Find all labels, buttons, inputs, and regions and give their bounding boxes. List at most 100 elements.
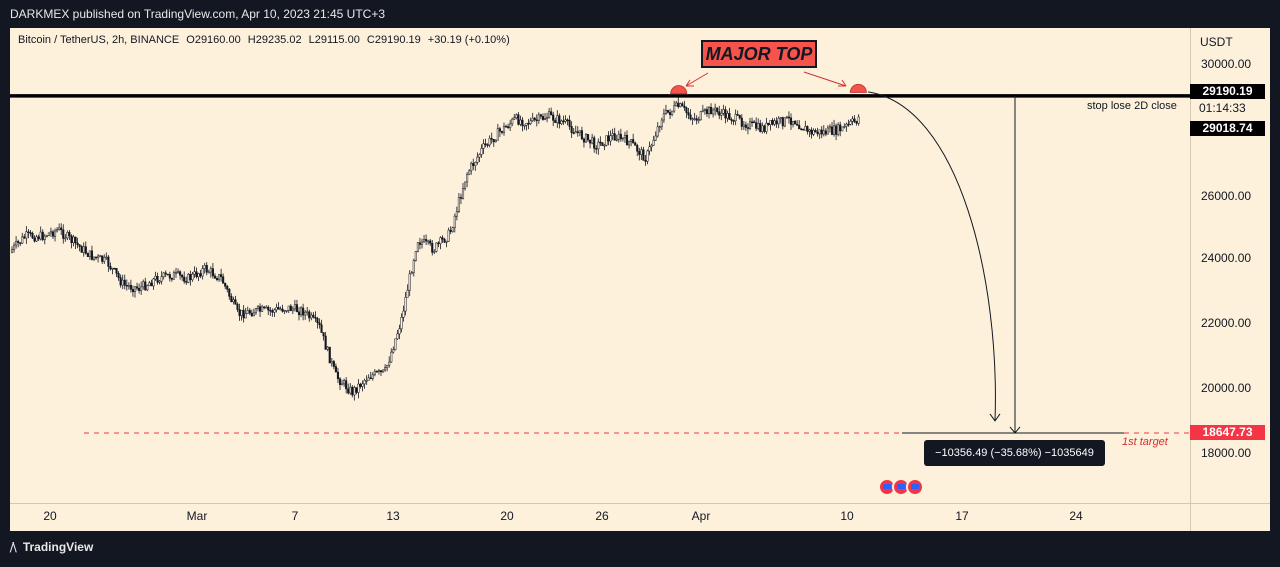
stop-loss-label[interactable]: stop lose 2D close bbox=[1087, 100, 1177, 112]
measure-readout[interactable]: −10356.49 (−35.68%) −1035649 bbox=[924, 440, 1105, 466]
candle-body bbox=[170, 277, 173, 280]
candle-body bbox=[484, 143, 487, 145]
candle-body bbox=[578, 130, 581, 134]
candle-body bbox=[103, 256, 106, 262]
candle-body bbox=[582, 138, 586, 143]
candle-body bbox=[56, 229, 59, 232]
x-tick-label: 7 bbox=[291, 509, 299, 523]
candle-body bbox=[10, 249, 14, 253]
ohlc-open: O29160.00 bbox=[186, 34, 241, 46]
candle-body bbox=[84, 246, 87, 254]
candle-body bbox=[744, 124, 747, 128]
candle-body bbox=[17, 241, 20, 243]
candle-body bbox=[193, 271, 196, 275]
candle-body bbox=[384, 367, 387, 371]
candle-body bbox=[789, 117, 793, 125]
candle-body bbox=[107, 256, 110, 267]
candle-body bbox=[373, 370, 376, 376]
candle-body bbox=[543, 118, 547, 120]
candle-body bbox=[529, 120, 532, 124]
candle-body bbox=[574, 131, 577, 134]
candle-body bbox=[259, 306, 262, 312]
y-tick-label: 26000.00 bbox=[1201, 189, 1252, 203]
candle-body bbox=[531, 117, 534, 122]
major-top-pointer-left bbox=[685, 72, 709, 87]
candle-body bbox=[230, 296, 233, 302]
candle-body bbox=[798, 124, 801, 130]
candle-body bbox=[58, 227, 61, 230]
candle-body bbox=[677, 102, 680, 108]
candle-body bbox=[671, 110, 674, 115]
candle-body bbox=[308, 311, 311, 319]
candle-body bbox=[195, 271, 198, 278]
symbol-legend[interactable]: Bitcoin / TetherUS, 2h, BINANCE O29160.0… bbox=[18, 34, 514, 46]
candle-body bbox=[619, 133, 622, 140]
x-tick-label: Mar bbox=[186, 509, 208, 523]
candle-body bbox=[505, 125, 508, 128]
candle-body bbox=[812, 130, 815, 135]
candle-body bbox=[748, 121, 752, 129]
major-top-label[interactable]: MAJOR TOP bbox=[701, 40, 817, 68]
candle-body bbox=[742, 124, 745, 127]
candle-body bbox=[857, 116, 860, 124]
candle-body bbox=[632, 139, 635, 144]
candle-body bbox=[656, 126, 659, 137]
candle-body bbox=[287, 305, 290, 311]
candle-body bbox=[289, 305, 292, 312]
footer-brand[interactable]: ⧸⧹ TradingView bbox=[10, 540, 93, 555]
candle-body bbox=[837, 124, 840, 135]
candle-body bbox=[273, 309, 276, 313]
ohlc-low: L29115.00 bbox=[308, 34, 360, 46]
ohlc-close: C29190.19 bbox=[366, 34, 421, 46]
candle-body bbox=[525, 122, 528, 126]
candle-body bbox=[62, 229, 65, 239]
candle-body bbox=[810, 129, 813, 135]
candle-body bbox=[396, 333, 399, 340]
publish-info: DARKMEX published on TradingView.com, Ap… bbox=[10, 7, 385, 21]
candle-body bbox=[291, 308, 294, 312]
candle-body bbox=[78, 244, 81, 247]
candle-body bbox=[15, 241, 18, 246]
candle-body bbox=[697, 119, 700, 121]
candle-body bbox=[189, 274, 192, 281]
candle-body bbox=[552, 114, 555, 121]
candle-body bbox=[420, 241, 424, 245]
candle-body bbox=[92, 256, 96, 260]
candle-body bbox=[736, 114, 739, 116]
candle-body bbox=[482, 143, 485, 149]
candle-body bbox=[615, 139, 618, 141]
candle-body bbox=[142, 281, 145, 288]
candle-body bbox=[244, 313, 247, 319]
candle-body bbox=[539, 114, 542, 117]
candle-body bbox=[390, 351, 393, 363]
candle-body bbox=[398, 328, 401, 335]
candle-body bbox=[129, 284, 132, 290]
candle-body bbox=[49, 231, 53, 234]
candle-body bbox=[431, 243, 434, 253]
candle-body bbox=[371, 374, 374, 379]
candle-body bbox=[654, 135, 657, 141]
candle-body bbox=[388, 361, 391, 366]
candle-body bbox=[138, 287, 141, 291]
candle-body bbox=[492, 139, 495, 143]
candle-body bbox=[404, 297, 407, 312]
level-price-tag: 29018.74 bbox=[1190, 121, 1265, 136]
candle-body bbox=[755, 122, 758, 129]
candle-body bbox=[502, 125, 506, 133]
candle-body bbox=[498, 128, 501, 132]
candle-body bbox=[445, 240, 448, 243]
candle-body bbox=[185, 281, 188, 283]
first-target-label[interactable]: 1st target bbox=[1122, 436, 1168, 448]
x-tick-label: 20 bbox=[43, 509, 57, 523]
candle-body bbox=[226, 286, 229, 290]
y-tick-label: 22000.00 bbox=[1201, 316, 1252, 330]
candle-body bbox=[605, 135, 608, 146]
candle-body bbox=[414, 251, 417, 261]
candle-body bbox=[767, 122, 770, 125]
candle-body bbox=[168, 274, 171, 279]
candle-body bbox=[312, 314, 315, 318]
candle-body bbox=[679, 103, 682, 108]
candle-body bbox=[314, 316, 317, 319]
us-flag-icon[interactable] bbox=[906, 478, 924, 496]
